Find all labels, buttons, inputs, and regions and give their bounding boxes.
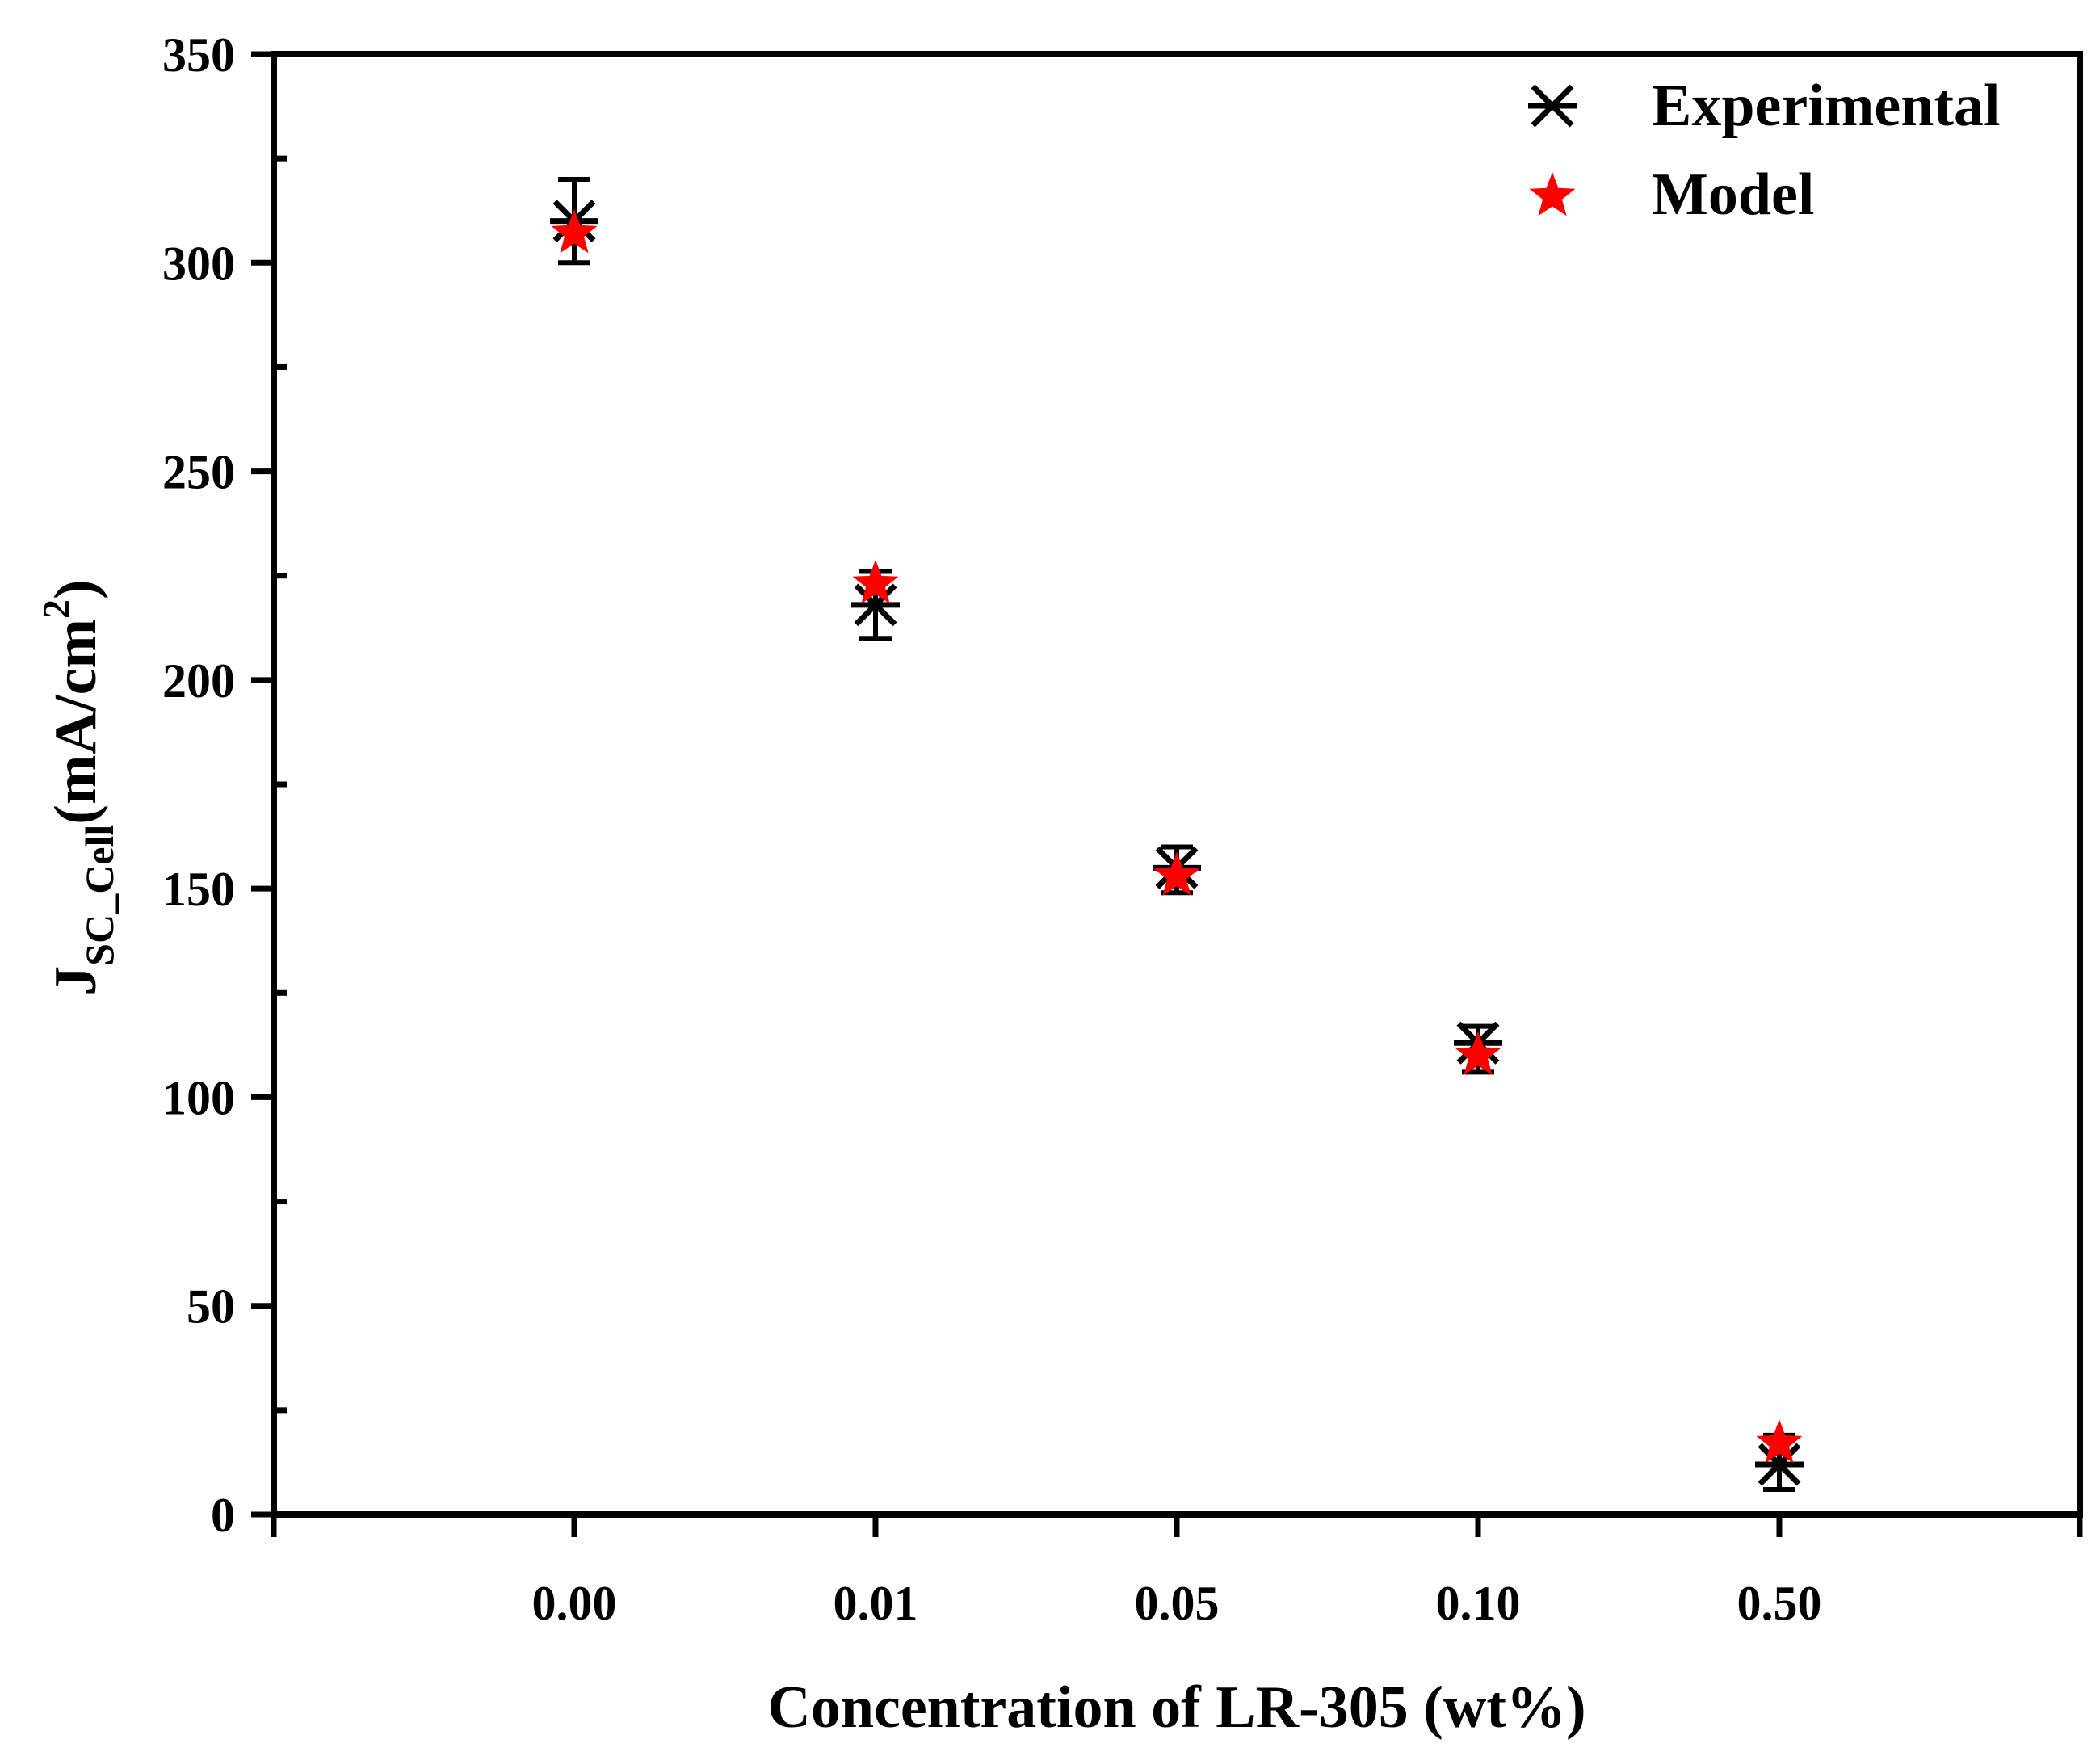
legend: Experimental Model xyxy=(1528,73,2001,228)
experimental-marker xyxy=(1755,1443,1804,1486)
x-axis-title: Concentration of LR-305 (wt%) xyxy=(767,1674,1586,1741)
model-point xyxy=(1756,1419,1803,1464)
y-tick-label: 250 xyxy=(162,446,235,499)
y-tick-label: 350 xyxy=(162,28,235,82)
y-tick-label: 100 xyxy=(162,1071,235,1124)
y-axis-title-main: J xyxy=(43,966,109,996)
model-point xyxy=(1455,1031,1502,1075)
y-tick-label: 150 xyxy=(162,863,235,916)
x-tick-label: 0.00 xyxy=(532,1577,617,1630)
y-axis-title-subscript: SC_Cell xyxy=(77,825,122,966)
y-axis-ticks xyxy=(251,51,287,1518)
legend-model-label: Model xyxy=(1652,162,1814,228)
x-axis-tick-labels: 0.00 0.01 0.05 0.10 0.50 xyxy=(532,1577,1822,1630)
y-axis-title-unit-prefix: (mA/cm xyxy=(43,619,109,825)
y-axis-title-superscript: 2 xyxy=(36,599,78,619)
x-tick-label: 0.05 xyxy=(1135,1577,1220,1630)
x-tick-label: 0.01 xyxy=(834,1577,918,1630)
legend-model-marker xyxy=(1529,172,1576,216)
y-axis-title-unit-suffix: ) xyxy=(43,579,109,599)
plot-frame xyxy=(271,51,2083,1518)
legend-experimental-label: Experimental xyxy=(1652,73,2001,139)
legend-experimental-asterisk xyxy=(1528,84,1577,128)
legend-model-star xyxy=(1529,172,1576,216)
legend-experimental-marker xyxy=(1528,84,1577,128)
model-point xyxy=(852,560,899,604)
y-tick-label: 200 xyxy=(162,654,235,708)
x-axis-ticks xyxy=(271,1515,2083,1537)
y-tick-label: 300 xyxy=(162,237,235,290)
model-point xyxy=(551,209,598,254)
data-marks xyxy=(550,176,1804,1493)
y-tick-label: 0 xyxy=(211,1489,235,1542)
y-axis-tick-labels: 0 50 100 150 200 250 300 350 xyxy=(162,28,235,1542)
x-tick-label: 0.10 xyxy=(1436,1577,1521,1630)
y-tick-label: 50 xyxy=(187,1280,235,1334)
svg-text:JSC_Cell(mA/cm2): JSC_Cell(mA/cm2) xyxy=(36,579,122,995)
y-axis-title: JSC_Cell(mA/cm2) xyxy=(36,579,122,995)
experimental-marker xyxy=(851,583,900,627)
model-point xyxy=(1153,851,1200,896)
x-tick-label: 0.50 xyxy=(1737,1577,1822,1630)
